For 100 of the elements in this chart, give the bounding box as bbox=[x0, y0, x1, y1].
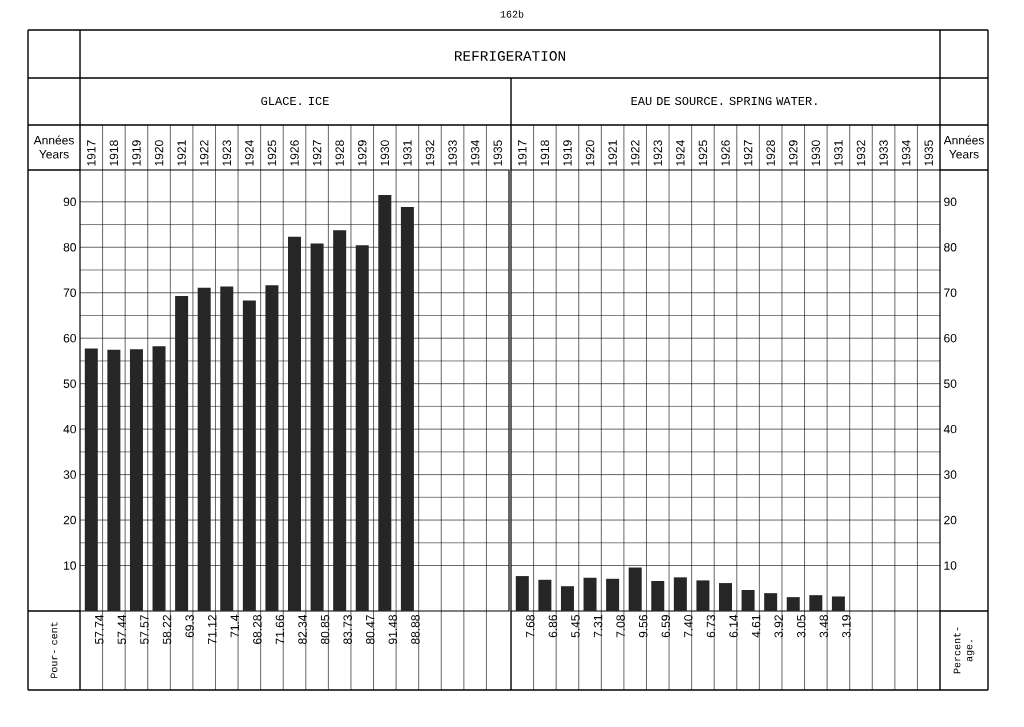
data-label: 6.73 bbox=[706, 615, 716, 638]
y-tick-label: 90 bbox=[944, 197, 957, 207]
x-tick-label: 1929 bbox=[358, 140, 367, 166]
bar bbox=[129, 349, 143, 611]
data-label: 7.40 bbox=[684, 614, 693, 638]
data-label: 69.3 bbox=[185, 615, 194, 638]
data-label: 6.86 bbox=[548, 615, 558, 638]
x-tick-label: 1931 bbox=[403, 140, 412, 166]
x-tick-label: 1933 bbox=[448, 140, 457, 166]
data-label: 3.48 bbox=[819, 615, 829, 638]
chart-subtitle: EAU DE SOURCE. SPRING WATER. bbox=[631, 96, 817, 106]
x-tick-label: 1934 bbox=[901, 140, 911, 166]
bar bbox=[197, 287, 211, 611]
x-tick-label: 1921 bbox=[177, 140, 186, 166]
bar bbox=[310, 243, 324, 611]
x-tick-label: 1923 bbox=[653, 140, 663, 166]
bar bbox=[84, 348, 98, 611]
data-label: 9.56 bbox=[638, 615, 648, 638]
data-label: 3.19 bbox=[842, 615, 851, 638]
x-tick-label: 1919 bbox=[563, 140, 572, 166]
x-tick-label: 1918 bbox=[540, 140, 550, 166]
data-label: 58.22 bbox=[162, 615, 172, 645]
x-tick-label: 1927 bbox=[743, 140, 753, 166]
x-tick-label: 1928 bbox=[335, 140, 344, 166]
data-label: 6.14 bbox=[729, 614, 738, 638]
bar bbox=[333, 230, 347, 611]
bar bbox=[175, 295, 189, 611]
y-tick-label: 30 bbox=[943, 470, 957, 479]
x-tick-label: 1930 bbox=[380, 140, 390, 166]
x-tick-label: 1923 bbox=[222, 140, 232, 166]
bar bbox=[288, 236, 302, 611]
y-tick-label: 70 bbox=[63, 288, 77, 297]
data-label: 6.59 bbox=[661, 615, 671, 638]
y-tick-label: 40 bbox=[63, 424, 77, 434]
bar bbox=[242, 300, 256, 611]
data-label: 57.57 bbox=[140, 615, 149, 645]
data-label: 57.44 bbox=[117, 614, 127, 645]
data-label: 80.47 bbox=[366, 615, 375, 645]
data-label: 7.31 bbox=[593, 615, 603, 638]
x-tick-label: 1930 bbox=[811, 140, 821, 166]
x-tick-label: 1929 bbox=[789, 140, 798, 166]
x-tick-label: 1920 bbox=[154, 140, 164, 166]
data-label: 71.4 bbox=[230, 614, 239, 638]
x-tick-label: 1924 bbox=[245, 140, 254, 166]
x-tick-label: 1920 bbox=[585, 140, 595, 166]
y-tick-label: 80 bbox=[63, 243, 77, 252]
x-axis-title: Années Years bbox=[33, 135, 74, 159]
x-tick-label: 1919 bbox=[132, 140, 141, 166]
chart-title: REFRIGERATION bbox=[454, 51, 566, 61]
y-tick-label: 60 bbox=[63, 333, 77, 343]
data-label: 7.68 bbox=[526, 615, 535, 638]
x-tick-label: 1921 bbox=[608, 140, 617, 166]
y-tick-label: 40 bbox=[943, 424, 957, 434]
x-tick-label: 1935 bbox=[493, 140, 502, 166]
data-label: 3.05 bbox=[797, 615, 806, 638]
x-tick-label: 1931 bbox=[834, 140, 843, 166]
data-label: 5.45 bbox=[571, 615, 580, 638]
data-label: 68.28 bbox=[253, 615, 262, 644]
data-label: 4.61 bbox=[751, 615, 761, 638]
x-axis-title: Années Years bbox=[943, 135, 984, 159]
x-tick-label: 1932 bbox=[856, 140, 866, 166]
y-tick-label: 10 bbox=[944, 561, 957, 570]
y-tick-label: 50 bbox=[944, 379, 957, 388]
x-tick-label: 1934 bbox=[470, 140, 480, 166]
text: 162b bbox=[500, 10, 524, 18]
data-label: 7.08 bbox=[616, 615, 625, 638]
bar bbox=[400, 206, 414, 611]
y-tick-label: 20 bbox=[944, 515, 957, 525]
x-tick-label: 1932 bbox=[425, 140, 435, 166]
bar bbox=[378, 195, 392, 611]
y-tick-label: 60 bbox=[944, 333, 957, 343]
x-tick-label: 1917 bbox=[87, 140, 96, 166]
data-label: 57.74 bbox=[95, 614, 104, 645]
bar bbox=[265, 285, 279, 611]
data-label: 88.88 bbox=[411, 615, 420, 645]
x-tick-label: 1933 bbox=[879, 140, 888, 166]
y-tick-label: 10 bbox=[64, 561, 77, 570]
x-tick-label: 1917 bbox=[518, 140, 527, 166]
data-label: 83.73 bbox=[343, 615, 352, 645]
data-label: 82.34 bbox=[298, 614, 307, 645]
bar bbox=[355, 245, 369, 611]
x-tick-label: 1925 bbox=[267, 140, 277, 166]
data-label: 91.48 bbox=[388, 615, 398, 644]
data-label: 71.66 bbox=[275, 615, 285, 644]
y-tick-label: 90 bbox=[63, 197, 77, 207]
x-tick-label: 1922 bbox=[199, 140, 209, 166]
text: Pour- cent bbox=[50, 622, 58, 678]
data-label: 71.12 bbox=[208, 615, 217, 644]
y-tick-label: 80 bbox=[944, 243, 957, 252]
text: Percent- age. bbox=[953, 627, 975, 674]
x-tick-label: 1922 bbox=[630, 140, 640, 166]
bar bbox=[107, 349, 121, 611]
chart-subtitle: GLACE. ICE bbox=[261, 96, 329, 106]
y-tick-label: 30 bbox=[63, 470, 77, 479]
bar bbox=[152, 346, 166, 611]
data-label: 80.85 bbox=[320, 615, 330, 645]
x-tick-label: 1926 bbox=[290, 140, 299, 166]
data-label: 3.92 bbox=[774, 615, 783, 638]
x-tick-label: 1926 bbox=[721, 140, 730, 166]
x-tick-label: 1927 bbox=[312, 140, 322, 166]
